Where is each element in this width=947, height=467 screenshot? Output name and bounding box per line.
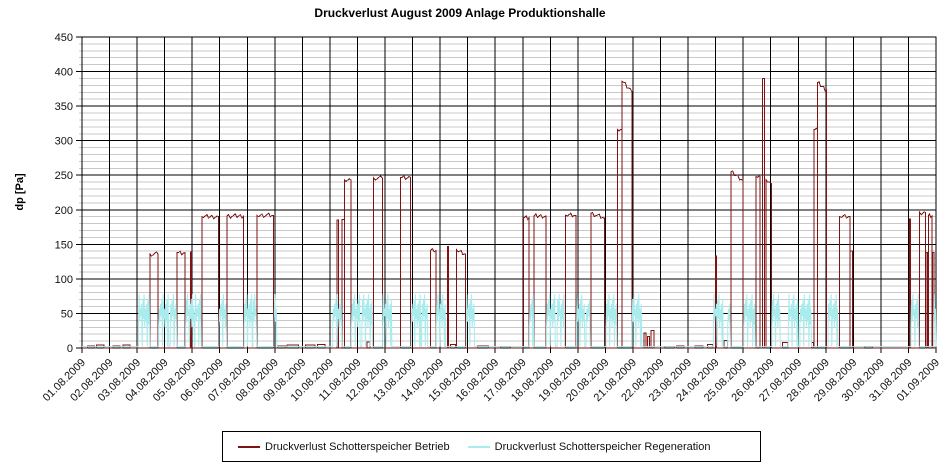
legend-line-regeneration [467, 445, 490, 448]
svg-text:100: 100 [55, 274, 73, 286]
legend-line-betrieb [238, 445, 260, 448]
axis-ticks [76, 36, 937, 353]
svg-text:450: 450 [55, 32, 73, 44]
legend: Druckverlust Schotterspeicher Betrieb Dr… [222, 431, 761, 462]
svg-text:0: 0 [67, 343, 73, 355]
svg-text:300: 300 [55, 136, 73, 148]
legend-label-betrieb: Druckverlust Schotterspeicher Betrieb [265, 440, 450, 453]
series-regeneration-line [82, 294, 937, 348]
gridlines-minor [79, 43, 936, 342]
svg-text:200: 200 [55, 205, 73, 217]
plot-border [81, 36, 937, 349]
legend-item-betrieb: Druckverlust Schotterspeicher Betrieb [238, 441, 450, 453]
y-tick-labels: 0 50 100 150 200 250 300 350 400 450 [55, 32, 73, 355]
legend-label-regeneration: Druckverlust Schotterspeicher Regenerati… [494, 440, 711, 453]
svg-text:250: 250 [55, 170, 73, 182]
series-betrieb-line [82, 78, 936, 349]
chart-title: Druckverlust August 2009 Anlage Produkti… [314, 6, 606, 20]
legend-item-regeneration: Druckverlust Schotterspeicher Regenerati… [467, 440, 711, 453]
x-tick-labels: 01.08.200902.08.200903.08.200904.08.2009… [41, 357, 942, 404]
svg-text:350: 350 [55, 101, 73, 113]
svg-text:150: 150 [55, 239, 73, 251]
svg-text:400: 400 [55, 67, 73, 79]
svg-text:50: 50 [61, 308, 73, 320]
